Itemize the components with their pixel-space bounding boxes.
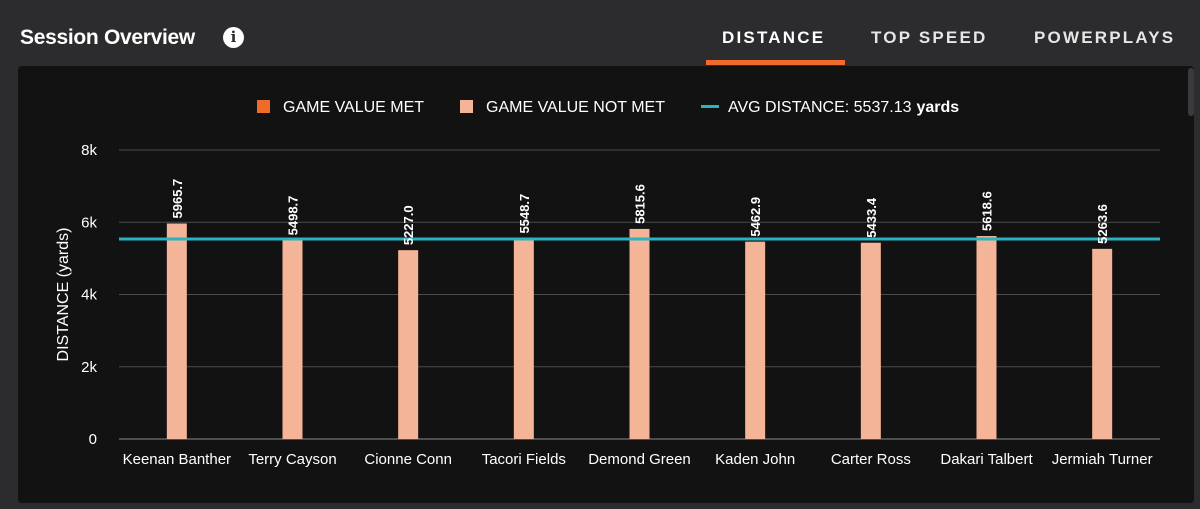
bar-dakari-talbert[interactable] [976,236,997,439]
y-axis: 0 2k 4k 6k 8k DISTANCE (yards) [55,142,97,448]
legend-swatch-not-met [460,100,473,113]
bar-kaden-john[interactable] [745,241,766,439]
x-tick-label: Dakari Talbert [940,451,1033,468]
bar-value-label: 5433.4 [864,197,879,238]
y-tick-label: 6k [81,214,97,231]
bar-keenan-banther[interactable] [166,223,187,439]
bar-value-label: 5965.7 [170,179,185,219]
tab-powerplays[interactable]: POWERPLAYS [1034,28,1176,47]
bar-carter-ross[interactable] [860,242,881,439]
y-tick-label: 0 [89,431,97,448]
distance-chart: GAME VALUE MET GAME VALUE NOT MET AVG DI… [55,99,1160,468]
chart-panel: GAME VALUE MET GAME VALUE NOT MET AVG DI… [18,66,1194,503]
bar-terry-cayson[interactable] [282,240,303,439]
legend-avg-value: AVG DISTANCE: 5537.13 [728,99,912,116]
bar-tacori-fields[interactable] [513,238,534,439]
bar-value-label: 5618.6 [980,191,995,231]
bar-value-label: 5462.9 [748,197,763,237]
x-axis-labels: Keenan Banther Terry Cayson Cionne Conn Tac… [123,451,1153,468]
active-tab-indicator [706,60,845,65]
x-tick-label: Cionne Conn [364,451,452,468]
bar-cionne-conn[interactable] [398,250,419,439]
legend-swatch-met [257,100,270,113]
value-labels: 5965.7 5498.7 5227.0 5548.7 5815.6 5462.9 5433… [170,179,1110,245]
x-tick-label: Carter Ross [831,451,911,468]
x-tick-label: Kaden John [715,451,795,468]
y-tick-label: 8k [81,142,97,159]
legend-avg-unit: yards [916,99,959,116]
chart-bars [166,223,1113,439]
info-icon[interactable]: i [223,27,244,48]
header: Session Overview i DISTANCE TOP SPEED PO… [0,0,1200,66]
x-tick-label: Terry Cayson [248,451,336,468]
legend-label-not-met: GAME VALUE NOT MET [486,99,665,116]
tab-distance[interactable]: DISTANCE [722,28,826,47]
bar-value-label: 5498.7 [286,196,301,236]
y-tick-label: 2k [81,359,97,376]
bar-value-label: 5227.0 [401,205,416,245]
tab-top-speed[interactable]: TOP SPEED [871,28,988,47]
bar-value-label: 5815.6 [633,184,648,224]
scrollbar[interactable] [1188,68,1194,116]
page-title: Session Overview [20,26,195,49]
chart-legend: GAME VALUE MET GAME VALUE NOT MET AVG DI… [257,99,959,116]
x-tick-label: Demond Green [588,451,691,468]
bar-value-label: 5263.6 [1095,204,1110,244]
y-tick-label: 4k [81,287,97,304]
bar-value-label: 5548.7 [517,194,532,234]
x-tick-label: Keenan Banther [123,451,231,468]
legend-label-met: GAME VALUE MET [283,99,424,116]
bar-jermiah-turner[interactable] [1092,248,1113,439]
y-axis-label: DISTANCE (yards) [55,228,72,362]
x-tick-label: Jermiah Turner [1052,451,1153,468]
x-tick-label: Tacori Fields [482,451,566,468]
legend-label-avg: AVG DISTANCE: 5537.13 yards [728,99,959,116]
bar-demond-green[interactable] [629,228,650,439]
